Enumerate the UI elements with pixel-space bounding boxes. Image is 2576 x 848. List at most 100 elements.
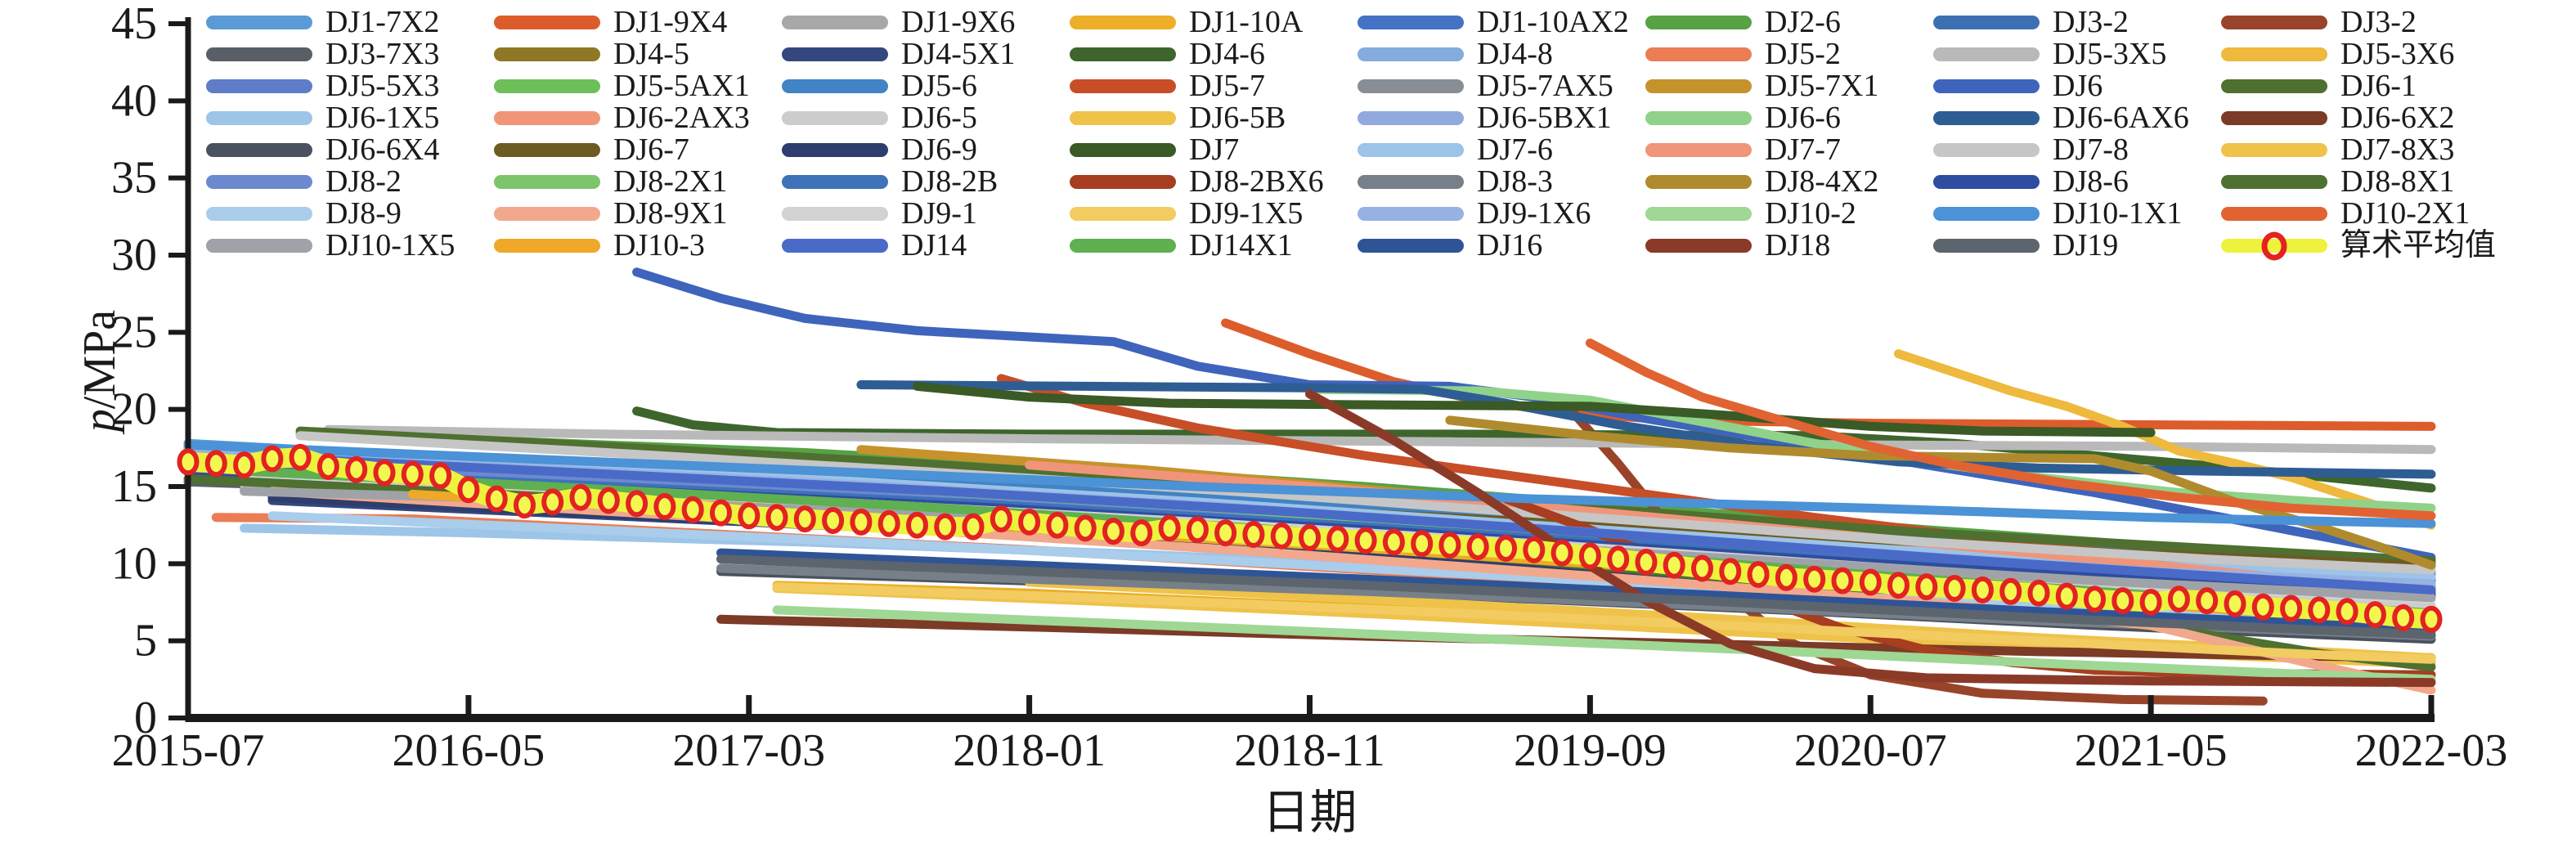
line-swatch-icon [494,207,600,221]
mean-marker [1466,533,1489,561]
y-tick-label: 10 [111,538,157,589]
mean-marker [1411,530,1434,558]
mean-marker [1691,554,1713,582]
legend-item-DJ5-2: DJ5-2 [1645,38,1933,70]
legend-label: DJ9-1 [901,196,977,231]
legend-label: DJ9-1X5 [1189,196,1304,231]
legend-item-DJ6-6X2: DJ6-6X2 [2221,102,2509,134]
x-tick-label: 2018-01 [953,725,1106,776]
line-swatch-icon [494,79,600,93]
mean-marker [1887,572,1910,599]
legend-item-DJ6-5B: DJ6-5B [1070,102,1358,134]
line-swatch-icon [2221,16,2327,29]
legend-label: DJ8-9X1 [613,196,728,231]
mean-marker [765,504,788,532]
mean-marker [429,462,452,490]
mean-marker [289,443,312,471]
mean-marker [2112,587,2134,615]
mean-marker [934,513,957,541]
line-swatch-icon [1358,143,1464,157]
line-swatch-icon [1933,111,2040,125]
line-swatch-icon [1645,47,1752,61]
mean-marker [233,451,256,479]
legend-label: DJ5-3X5 [2053,37,2167,71]
legend-label: DJ6-6AX6 [2053,101,2189,135]
line-swatch-icon [206,207,312,221]
legend-item-DJ3-2: DJ3-2 [2221,7,2509,38]
mean-marker [597,487,620,514]
y-tick-label: 25 [111,307,157,357]
line-swatch-icon [494,111,600,125]
mean-marker [1326,525,1349,553]
mean-marker [2363,601,2386,629]
legend-item-DJ1-7X2: DJ1-7X2 [206,7,494,38]
mean-marker [1607,545,1630,573]
legend-item-DJ1-9X6: DJ1-9X6 [782,7,1070,38]
series-line-DJ9-1X5 [772,582,2436,664]
legend-label: DJ6-1X5 [325,101,440,135]
line-swatch-icon [1070,143,1176,157]
legend-label: DJ7-8 [2053,132,2129,167]
mean-marker [626,490,648,518]
legend-item-DJ3-2: DJ3-2 [1933,7,2221,38]
legend-label: DJ4-5 [613,37,689,71]
y-tick-label: 0 [134,693,157,743]
legend-label: DJ6 [2053,69,2103,103]
mean-marker [1578,542,1601,570]
mean-marker [1074,514,1097,542]
y-tick-label: 20 [111,384,157,435]
line-swatch-icon [782,47,888,61]
line-swatch-icon [1645,16,1752,29]
legend-item-DJ10-2X1: DJ10-2X1 [2221,198,2509,230]
legend-item-DJ5-5AX1: DJ5-5AX1 [494,70,782,102]
mean-marker [681,496,704,523]
x-tick-label: 2017-03 [672,725,825,776]
legend-item-DJ8-2: DJ8-2 [206,166,494,198]
mean-marker [1495,535,1517,562]
mean-marker [1158,514,1181,542]
line-swatch-icon [1933,175,2040,189]
line-swatch-icon [1933,47,2040,61]
legend-label: DJ6-7 [613,132,689,167]
legend-label: DJ5-6 [901,69,977,103]
line-swatch-icon [1070,79,1176,93]
legend-item-DJ7-8X3: DJ7-8X3 [2221,134,2509,166]
mean-marker [1831,567,1854,594]
legend-item-DJ8-8X1: DJ8-8X1 [2221,166,2509,198]
legend-item-DJ5-3X5: DJ5-3X5 [1933,38,2221,70]
legend-label: DJ4-8 [1477,37,1553,71]
legend-item-DJ6-1: DJ6-1 [2221,70,2509,102]
line-swatch-icon [2221,79,2327,93]
mean-marker [1186,516,1209,544]
legend-label: DJ9-1X6 [1477,196,1591,231]
mean-marker [793,505,816,533]
legend-item-DJ8-6: DJ8-6 [1933,166,2221,198]
mean-marker [541,488,564,516]
mean-marker [1859,568,1882,596]
legend-item-DJ5-6: DJ5-6 [782,70,1070,102]
legend-item-DJ7-7: DJ7-7 [1645,134,1933,166]
legend-label: DJ10-2 [1765,196,1856,231]
line-swatch-icon [1933,16,2040,29]
legend-item-DJ19: DJ19 [1933,230,2221,262]
legend-label: DJ3-7X3 [325,37,440,71]
line-swatch-icon [206,175,312,189]
series-line-DJ5-3X5 [323,424,2436,455]
legend-item-DJ1-10A: DJ1-10A [1070,7,1358,38]
mean-line-marker-icon [2221,231,2327,260]
mean-marker [1018,508,1041,536]
legend-label: DJ2-6 [1765,5,1841,39]
legend-item-DJ8-9X1: DJ8-9X1 [494,198,782,230]
legend-item-DJ14: DJ14 [782,230,1070,262]
mean-marker [710,499,732,527]
legend-label: DJ4-6 [1189,37,1265,71]
legend-label: DJ8-9 [325,196,402,231]
mean-marker [906,511,928,539]
line-swatch-icon [1645,143,1752,157]
legend-label: DJ6-2AX3 [613,101,750,135]
legend-label: DJ10-1X5 [325,228,456,262]
mean-marker [2251,593,2274,621]
mean-marker [1130,519,1153,547]
legend-label: DJ8-2 [325,164,402,199]
